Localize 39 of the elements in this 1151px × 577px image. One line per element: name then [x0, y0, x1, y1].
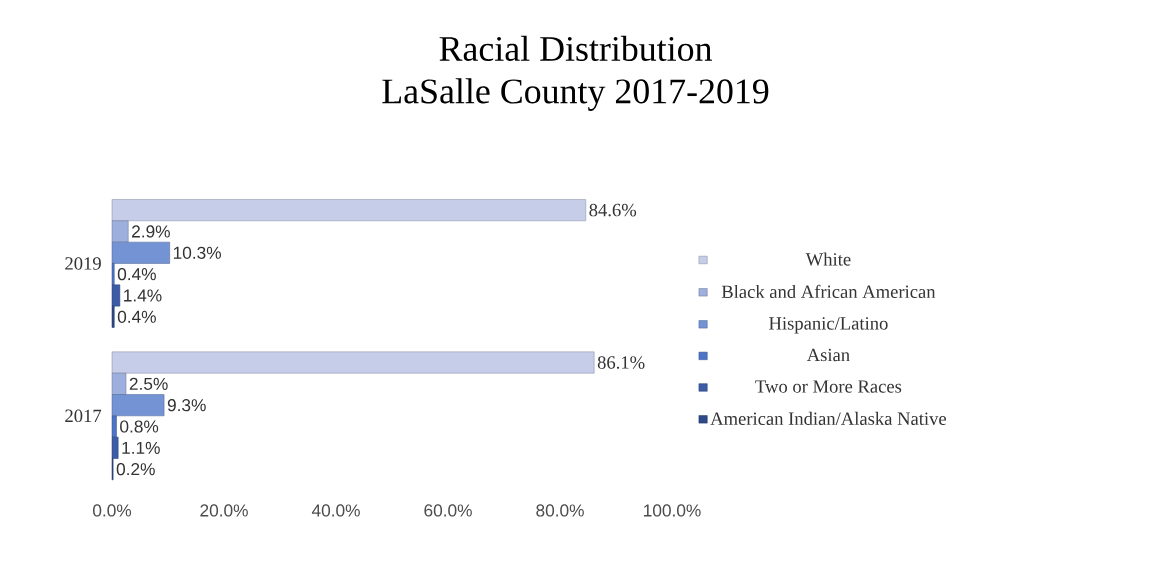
- text: White: [805, 252, 851, 266]
- chart-subtitle: LaSalle County 2017-2019: [382, 78, 769, 111]
- bar: [111, 394, 165, 417]
- x-tick-label: 100.0%: [644, 504, 701, 517]
- x-tick-label: 80.0%: [536, 504, 584, 517]
- bar: [111, 351, 595, 374]
- bar: [111, 263, 115, 286]
- x-tick-label: 40.0%: [311, 504, 360, 517]
- x-tick-label: 0.0%: [93, 504, 132, 517]
- data-label: 84.6%: [589, 203, 637, 217]
- data-label: 1.4%: [124, 289, 162, 302]
- text: Asian: [806, 348, 850, 362]
- bar: [111, 415, 117, 438]
- data-label: 0.4%: [117, 310, 156, 323]
- y-tick-label: 2019: [65, 257, 101, 270]
- data-label: 9.3%: [167, 399, 206, 412]
- text: Two or More Races: [755, 380, 902, 393]
- data-label: 0.8%: [120, 420, 159, 433]
- legend-label: Black and African American: [721, 284, 936, 299]
- data-label: 86.1%: [597, 356, 645, 369]
- bar: [111, 199, 587, 222]
- x-tick-label: 20.0%: [200, 504, 248, 517]
- x-tick-label: 60.0%: [424, 504, 472, 517]
- chart-title: Racial Distribution: [439, 35, 712, 61]
- bar: [111, 372, 127, 395]
- bar: [111, 305, 115, 328]
- data-label: 1.1%: [122, 441, 160, 454]
- text: Hispanic/Latino: [769, 317, 888, 334]
- data-label: 10.3%: [173, 246, 221, 259]
- legend-label: American Indian/Alaska Native: [710, 411, 947, 425]
- data-label: 2.9%: [132, 225, 170, 238]
- bar: [111, 436, 119, 459]
- data-label: 2.5%: [129, 377, 168, 390]
- data-label: 0.4%: [117, 268, 156, 281]
- y-tick-label: 2017: [65, 409, 102, 423]
- data-label: 0.2%: [116, 463, 155, 476]
- bar: [111, 241, 170, 264]
- bar: [111, 220, 129, 243]
- bar: [111, 284, 121, 307]
